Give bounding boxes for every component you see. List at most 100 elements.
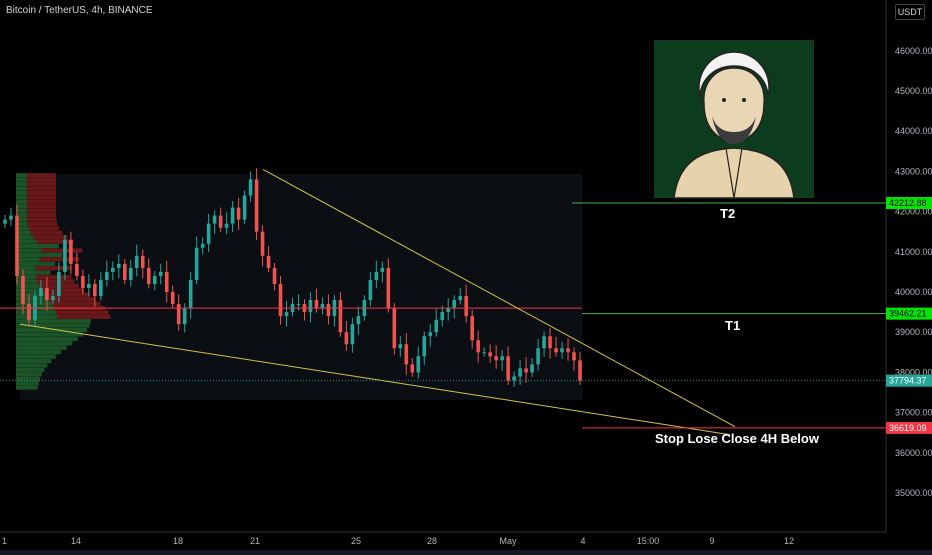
volume-profile-bar-buy bbox=[16, 173, 28, 178]
candle-body bbox=[278, 283, 283, 317]
price-badge-label: 36619.09 bbox=[889, 423, 927, 433]
y-tick-label: 39000.00 bbox=[895, 327, 932, 337]
volume-profile-bar-sell bbox=[55, 310, 109, 315]
price-badge-label: 39462.21 bbox=[889, 309, 927, 319]
candle-body bbox=[254, 179, 259, 232]
volume-profile-bar-buy bbox=[16, 332, 53, 337]
candle-body bbox=[158, 271, 163, 276]
volume-profile-bar-buy bbox=[16, 239, 37, 244]
x-tick-label: 12 bbox=[784, 536, 794, 546]
candle-body bbox=[410, 364, 415, 373]
volume-profile-bar-buy bbox=[16, 358, 36, 364]
candle-body bbox=[380, 267, 385, 272]
volume-profile-bar-buy bbox=[16, 345, 44, 350]
y-tick-label: 45000.00 bbox=[895, 86, 932, 96]
current-price-badge bbox=[886, 374, 932, 387]
volume-profile-bar-buy bbox=[16, 327, 56, 333]
volume-profile bbox=[16, 173, 582, 400]
volume-profile-bar-sell bbox=[52, 332, 83, 337]
candle-body bbox=[170, 292, 175, 305]
candle-body bbox=[500, 356, 504, 361]
volume-profile-bar-sell bbox=[27, 217, 57, 222]
volume-profile-bar-buy bbox=[16, 217, 28, 222]
volume-profile-bar-buy bbox=[16, 341, 47, 346]
candle-body bbox=[248, 179, 253, 196]
volume-profile-bar-sell bbox=[28, 381, 39, 386]
candle-body bbox=[182, 308, 187, 325]
volume-profile-bar-sell bbox=[55, 327, 87, 333]
candle-body bbox=[560, 348, 564, 353]
x-tick-label: 4 bbox=[580, 536, 585, 546]
volume-profile-bar-sell bbox=[57, 314, 111, 319]
volume-profile-bar-buy bbox=[16, 323, 57, 328]
volume-profile-bar-sell bbox=[39, 243, 59, 249]
candle-body bbox=[93, 283, 97, 297]
y-tick-label: 43000.00 bbox=[895, 166, 932, 176]
candle-body bbox=[548, 336, 552, 349]
volume-profile-bar-sell bbox=[27, 186, 57, 191]
volume-profile-bar-sell bbox=[51, 301, 101, 306]
candle-body bbox=[356, 316, 361, 325]
candle-body bbox=[470, 316, 474, 341]
volume-profile-bar-sell bbox=[35, 358, 52, 364]
candle-body bbox=[272, 267, 277, 284]
volume-profile-bar-sell bbox=[56, 323, 90, 328]
volume-profile-bar-sell bbox=[35, 274, 72, 280]
x-axis[interactable]: 1 14 18 21 25 28 May 4 15:00 9 12 bbox=[0, 531, 886, 546]
candle-body bbox=[21, 275, 25, 305]
volume-profile-bar-buy bbox=[16, 257, 40, 262]
x-tick-label: May bbox=[499, 536, 517, 546]
volume-profile-bar-sell bbox=[41, 252, 63, 258]
level-annotation: T1 bbox=[725, 318, 740, 333]
volume-profile-bar-sell bbox=[57, 319, 91, 324]
range-box bbox=[20, 174, 582, 400]
level-annotation: Stop Lose Close 4H Below bbox=[655, 431, 820, 446]
candle-body bbox=[446, 308, 451, 313]
volume-profile-bar-buy bbox=[16, 292, 46, 297]
volume-profile-bar-buy bbox=[16, 221, 28, 227]
x-tick-label: 15:00 bbox=[637, 536, 660, 546]
current-price-label: 37794.37 bbox=[889, 376, 927, 386]
candle-body bbox=[15, 215, 19, 276]
volume-profile-bar-sell bbox=[40, 350, 61, 355]
candle-body bbox=[152, 275, 157, 284]
volume-profile-bar-sell bbox=[27, 182, 57, 187]
candle-body bbox=[236, 207, 241, 220]
volume-profile-bar-sell bbox=[27, 208, 57, 213]
candle-body bbox=[542, 336, 546, 349]
volume-profile-bar-sell bbox=[30, 372, 42, 377]
volume-profile-bar-buy bbox=[16, 243, 40, 249]
candle-body bbox=[194, 247, 199, 280]
x-tick-label: 1 bbox=[2, 536, 7, 546]
volume-profile-bar-sell bbox=[27, 385, 38, 390]
volume-profile-bar-buy bbox=[16, 270, 35, 275]
candle-body bbox=[9, 215, 13, 220]
volume-profile-bar-sell bbox=[30, 230, 63, 235]
candle-body bbox=[266, 255, 271, 268]
volume-profile-bar-buy bbox=[16, 261, 38, 266]
candle-body bbox=[242, 195, 247, 220]
candle-body bbox=[122, 263, 127, 280]
candle-body bbox=[464, 296, 468, 317]
y-tick-label: 37000.00 bbox=[895, 408, 932, 418]
candle-body bbox=[452, 300, 457, 309]
currency-badge[interactable]: USDT bbox=[895, 4, 925, 20]
y-axis[interactable]: 35000.00 36000.00 37000.00 38000.00 39000.00… bbox=[885, 0, 932, 532]
y-tick-label: 41000.00 bbox=[895, 247, 932, 257]
volume-profile-bar-buy bbox=[16, 363, 34, 368]
candle-body bbox=[128, 267, 133, 280]
candle-body bbox=[176, 304, 181, 325]
volume-profile-bar-sell bbox=[27, 221, 58, 227]
volume-profile-bar-sell bbox=[27, 204, 57, 209]
volume-profile-bar-buy bbox=[16, 182, 28, 187]
candle-body bbox=[284, 312, 289, 317]
price-badge bbox=[886, 421, 932, 434]
volume-profile-bar-buy bbox=[16, 354, 38, 359]
candle-body bbox=[578, 360, 582, 381]
candle-body bbox=[506, 356, 510, 381]
volume-profile-bar-buy bbox=[16, 283, 40, 288]
candle-body bbox=[87, 283, 91, 288]
volume-profile-bar-sell bbox=[33, 235, 68, 240]
